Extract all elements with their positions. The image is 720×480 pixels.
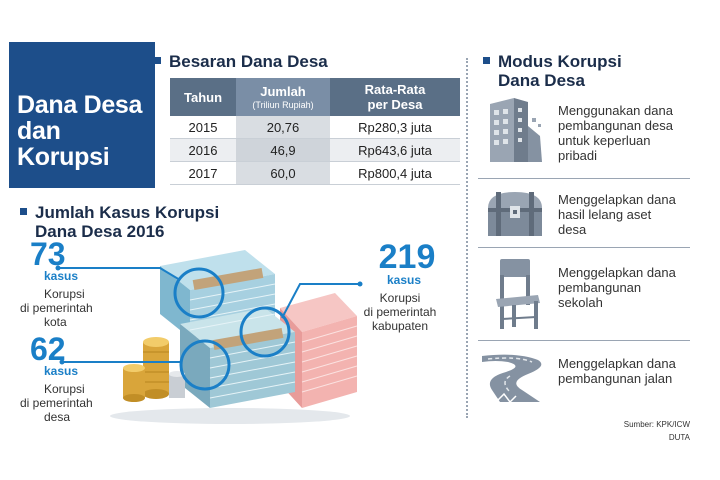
bullet-square-icon	[483, 57, 490, 65]
stat-unit: kasus	[386, 273, 422, 287]
connector-lines	[55, 265, 363, 365]
besaran-heading: Besaran Dana Desa	[154, 52, 328, 71]
page-title: Dana Desa dan Korupsi	[17, 92, 142, 170]
stat-desc: di pemerintah	[363, 305, 437, 319]
modus-item-3-text: Menggelapkan dana pembangunan sekolah	[558, 265, 676, 310]
bullet-square-icon	[154, 57, 161, 65]
table-row: 2016 46,9 Rp643,6 juta	[170, 138, 460, 162]
col-header-rata-rata: Rata-Rata per Desa	[330, 78, 460, 116]
cell-rata-rata: Rp800,4 juta	[330, 161, 460, 185]
title-block: Dana Desa dan Korupsi	[9, 42, 155, 188]
modus-heading: Modus Korupsi Dana Desa	[483, 52, 622, 90]
magnifier-circle-kota	[173, 267, 225, 319]
treasure-chest-icon	[488, 192, 542, 236]
table-row: 2017 60,0 Rp800,4 juta	[170, 161, 460, 185]
col-header-jumlah: Jumlah (Triliun Rupiah)	[236, 78, 330, 116]
cell-jumlah: 20,76	[236, 116, 330, 139]
cell-jumlah: 46,9	[236, 138, 330, 162]
col-header-tahun: Tahun	[170, 78, 236, 116]
modus-separator	[478, 178, 690, 179]
modus-item-4-text: Menggelapkan dana pembangunan jalan	[558, 356, 676, 386]
gold-coins	[123, 337, 185, 402]
title-line-1: Dana Desa	[17, 91, 143, 119]
cell-rata-rata: Rp280,3 juta	[330, 116, 460, 139]
modus-item-1-text: Menggunakan dana pembangunan desa untuk …	[558, 103, 673, 163]
cell-tahun: 2016	[170, 138, 236, 162]
title-line-3: Korupsi	[17, 143, 110, 171]
stat-number: 62	[30, 331, 66, 367]
table-header-row: Tahun Jumlah (Triliun Rupiah) Rata-Rata …	[170, 78, 460, 116]
broken-road-icon	[482, 354, 542, 404]
modus-item-2-text: Menggelapkan dana hasil lelang aset desa	[558, 192, 676, 237]
column-divider	[466, 58, 468, 418]
stat-number: 219	[378, 238, 436, 276]
dana-desa-table: Tahun Jumlah (Triliun Rupiah) Rata-Rata …	[170, 78, 460, 185]
stat-kabupaten: 219 kasus Korupsi di pemerintah kabupate…	[340, 240, 460, 333]
table-row: 2015 20,76 Rp280,3 juta	[170, 116, 460, 139]
crumbling-building-icon	[490, 98, 542, 162]
stat-desc: di pemerintah	[20, 301, 93, 315]
stat-desc: desa	[44, 410, 71, 424]
stat-desc: kabupaten	[371, 319, 429, 333]
cell-jumlah: 60,0	[236, 161, 330, 185]
school-chair-icon	[496, 259, 540, 329]
stat-desc: di pemerintah	[20, 396, 93, 410]
blue-banknote-stack	[160, 250, 296, 408]
source-credit: Sumber: KPK/ICW DUTA	[623, 420, 690, 442]
money-stack-illustration	[110, 250, 358, 424]
cell-tahun: 2017	[170, 161, 236, 185]
title-line-2: dan	[17, 117, 61, 145]
stat-desc: Korupsi	[44, 382, 85, 396]
stat-desc: Korupsi	[379, 291, 421, 305]
stat-kota: 73 kasus Korupsi di pemerintah kota	[14, 238, 93, 329]
bullet-square-icon	[20, 208, 27, 216]
modus-separator	[478, 340, 690, 341]
stat-unit: kasus	[44, 364, 79, 378]
stat-desc: Korupsi	[44, 287, 85, 301]
cell-rata-rata: Rp643,6 juta	[330, 138, 460, 162]
stat-unit: kasus	[44, 269, 79, 283]
stat-desa: 62 kasus Korupsi di pemerintah desa	[14, 333, 93, 424]
cell-tahun: 2015	[170, 116, 236, 139]
stat-desc: kota	[44, 315, 67, 329]
magnifier-circle-kabupaten	[239, 306, 291, 358]
magnifier-circle-desa	[179, 339, 231, 391]
kasus-heading: Jumlah Kasus Korupsi Dana Desa 2016	[20, 203, 219, 241]
modus-separator	[478, 247, 690, 248]
stat-number: 73	[30, 236, 66, 272]
